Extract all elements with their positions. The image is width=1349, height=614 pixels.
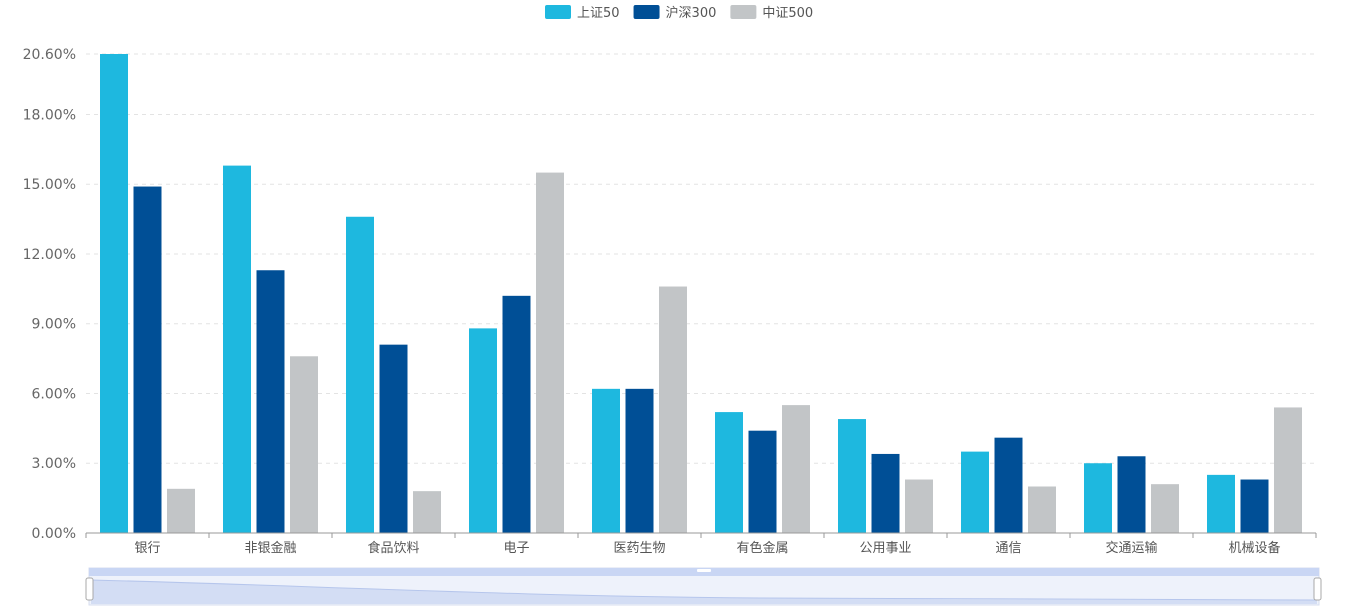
bar[interactable] [1240,479,1269,533]
bar[interactable] [1117,456,1146,533]
bar[interactable] [1028,486,1056,533]
bar[interactable] [871,453,900,533]
x-tick-label: 有色金属 [736,540,788,556]
bar[interactable] [256,270,285,533]
legend-swatch [633,5,660,19]
bar[interactable] [536,172,564,533]
bar[interactable] [1274,407,1302,533]
legend-item[interactable]: 上证50 [545,5,620,21]
bar[interactable] [905,479,933,533]
bar[interactable] [625,388,654,533]
axes: 0.00% 3.00% 6.00% 9.00% 12.00% 15.00% 18.00% 20… [23,47,1317,556]
x-tick-label: 食品饮料 [367,540,419,556]
bar[interactable] [167,488,195,533]
x-tick-label: 医药生物 [613,541,665,556]
y-tick-label: 6.00% [32,386,76,402]
legend-swatch [730,5,757,19]
y-tick-label: 20.60% [23,47,76,63]
y-tick-label: 15.00% [23,177,76,193]
x-tick-label: 非银金融 [244,540,296,556]
slider-handle-left[interactable] [85,577,94,601]
bar[interactable] [502,295,531,533]
bar[interactable] [223,165,251,534]
bar[interactable] [748,430,777,533]
bar[interactable] [290,356,318,533]
bar[interactable] [659,286,687,533]
bar[interactable] [592,388,620,533]
bar[interactable] [379,344,408,533]
y-tick-label: 9.00% [32,317,76,333]
x-tick-label: 机械设备 [1228,540,1280,556]
x-tick-label: 通信 [995,541,1021,556]
bar[interactable] [838,419,866,533]
bar[interactable] [469,328,497,533]
y-tick-label: 12.00% [23,247,76,263]
bar[interactable] [715,412,743,533]
slider-preview-area [91,580,1317,604]
bar[interactable] [413,491,441,533]
bar[interactable] [1207,474,1235,533]
x-tick-label: 银行 [134,541,160,556]
legend[interactable]: 上证50 沪深300 中证500 [545,5,813,21]
bar[interactable] [1151,484,1179,533]
legend-item[interactable]: 中证500 [730,5,813,21]
y-tick-label: 0.00% [32,526,76,542]
legend-swatch [545,5,571,19]
bar[interactable] [346,216,374,534]
slider-handle-right[interactable] [1313,577,1322,601]
bar[interactable] [782,405,810,533]
bar[interactable] [961,451,989,533]
legend-label: 沪深300 [666,5,717,21]
bars [100,54,1302,534]
slider-grip[interactable] [697,569,711,572]
slider-preview-line [90,579,1318,601]
bar[interactable] [100,54,128,533]
data-zoom-slider[interactable] [85,567,1322,606]
bar[interactable] [1084,463,1112,533]
legend-item[interactable]: 沪深300 [633,5,717,21]
y-tick-label: 18.00% [23,107,76,123]
x-tick-label: 交通运输 [1105,540,1157,556]
y-tick-label: 3.00% [32,456,76,472]
x-tick-label: 公用事业 [859,541,911,556]
x-tick-label: 电子 [503,541,529,556]
bar[interactable] [994,437,1023,533]
bar[interactable] [133,186,162,534]
legend-label: 中证500 [762,6,813,21]
legend-label: 上证50 [577,6,620,21]
